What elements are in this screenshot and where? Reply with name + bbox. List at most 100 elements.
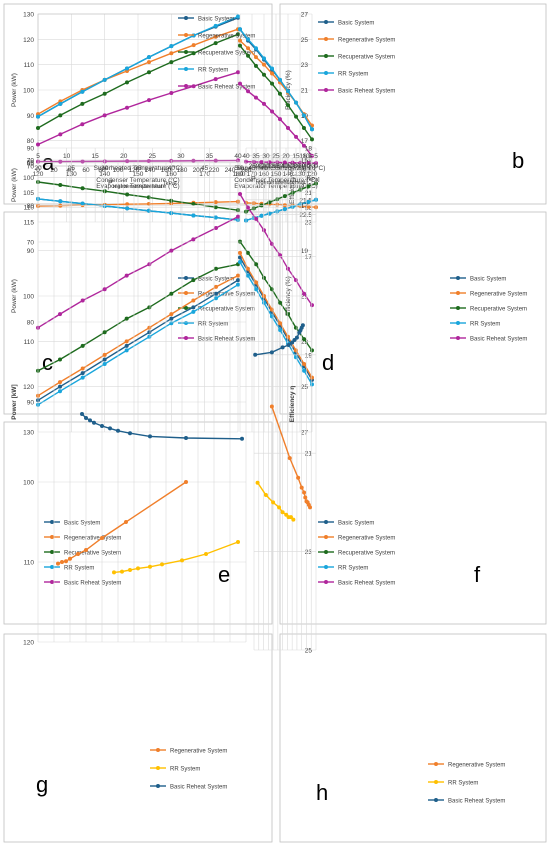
data-point [306, 200, 311, 205]
data-point [293, 348, 298, 353]
data-point [214, 284, 218, 289]
chart-panel-d: 1818.51919.52020.52121.52222.52351015202… [237, 146, 547, 415]
data-point [286, 103, 290, 108]
legend-swatch-marker [156, 748, 160, 752]
x-tick-label: 220 [258, 163, 269, 170]
data-point [236, 273, 240, 278]
data-point [36, 126, 40, 130]
data-point [102, 357, 107, 362]
data-point [310, 153, 314, 158]
legend-entry: Regenerative System [178, 291, 255, 297]
data-point [259, 160, 264, 165]
x-tick-label: 40 [260, 165, 268, 172]
legend-entry: Basic System [318, 520, 374, 526]
data-point [112, 570, 116, 575]
legend-label: Regenerative System [198, 33, 255, 39]
series-basic-reheat-system [80, 412, 244, 441]
legend-swatch-marker [184, 336, 188, 340]
data-point [238, 239, 242, 244]
x-axis-label-main: P [108, 180, 113, 187]
data-point [213, 205, 218, 210]
data-point [58, 101, 63, 106]
legend-label: Regenerative System [64, 535, 121, 541]
legend-label: RR System [448, 780, 478, 786]
data-point [278, 300, 283, 305]
data-point [299, 485, 304, 490]
y-axis-label: Efficiency (%) [285, 276, 292, 316]
data-point [306, 184, 311, 189]
legend-entry: Regenerative System [44, 535, 121, 541]
data-point [271, 500, 276, 505]
x-tick-label: 50 [234, 165, 242, 172]
data-point [147, 55, 151, 60]
legend-swatch-marker [324, 88, 328, 92]
data-point [293, 355, 298, 360]
data-point [286, 342, 291, 347]
data-point [58, 199, 63, 204]
y-tick-label: 100 [23, 294, 34, 301]
legend-label: Basic Reheat System [338, 580, 395, 586]
y-tick-label: 130 [23, 430, 34, 437]
data-point [213, 23, 218, 28]
panel-letter: e [218, 562, 230, 587]
legend-entry: Regenerative System [178, 33, 255, 39]
y-tick-label: 100 [23, 175, 34, 182]
data-point [125, 66, 129, 71]
panel-letter: f [474, 562, 481, 587]
panel-letter: b [512, 148, 524, 173]
data-point [191, 43, 196, 48]
data-point [102, 352, 107, 357]
y-tick-label: 15 [305, 156, 313, 163]
data-point [116, 428, 120, 433]
x-tick-label: 20 [120, 153, 128, 160]
data-point [236, 14, 240, 19]
data-point [102, 113, 107, 118]
x-tick-label: 30 [101, 165, 109, 172]
legend-entry: Basic Reheat System [318, 580, 395, 586]
series-line [245, 160, 317, 164]
legend-label: Basic System [198, 276, 234, 282]
data-point [278, 321, 283, 326]
y-tick-label: 105 [23, 190, 34, 197]
legend-swatch-marker [456, 276, 460, 280]
x-tick-label: 40 [242, 153, 250, 160]
data-point [124, 339, 129, 344]
legend-swatch-marker [184, 33, 188, 37]
legend-label: RR System [338, 565, 368, 571]
x-tick-label: 80 [98, 167, 106, 174]
y-tick-label: 100 [23, 480, 34, 487]
data-point [147, 325, 152, 330]
y-tick-label: 21 [305, 451, 313, 458]
series-basic-reheat-system [238, 192, 314, 308]
x-tick-label: 220 [209, 167, 220, 174]
data-point [262, 300, 266, 305]
legend-swatch-marker [324, 37, 328, 41]
series-line [245, 199, 317, 222]
data-point [128, 431, 132, 436]
data-point [124, 343, 129, 348]
legend-swatch-marker [50, 520, 54, 524]
legend-swatch-marker [434, 798, 438, 802]
data-point [236, 32, 240, 37]
data-point [80, 201, 85, 206]
x-tick-label: 5 [314, 153, 318, 160]
y-axis-label: Power (kW) [11, 73, 18, 107]
y-tick-label: 120 [23, 640, 34, 647]
data-point [253, 63, 258, 68]
data-point [286, 334, 290, 339]
series-regenerative-system [238, 250, 314, 380]
data-point [306, 204, 311, 209]
x-tick-label: 120 [282, 163, 293, 170]
data-point [246, 37, 251, 42]
legend-entry: Basic Reheat System [150, 784, 227, 790]
data-point [245, 205, 250, 210]
series-rr-system [112, 540, 240, 575]
series-basic-reheat-system [36, 70, 240, 147]
y-tick-label: 19 [305, 352, 313, 359]
data-point [310, 137, 314, 142]
series-line [37, 216, 239, 329]
data-point [100, 536, 104, 540]
x-tick-label: 25 [296, 165, 304, 172]
